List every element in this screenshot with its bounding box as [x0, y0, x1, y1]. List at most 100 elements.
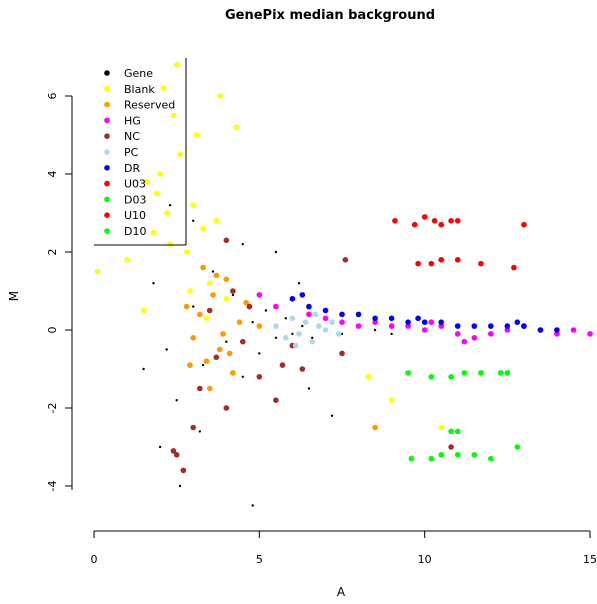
point-gene: [284, 317, 287, 320]
point-reserved: [187, 362, 193, 368]
point-pc: [292, 342, 299, 349]
legend-label-d03: D03: [124, 193, 146, 206]
point-d03: [471, 452, 478, 458]
point-dr: [504, 323, 511, 329]
point-nc: [170, 448, 177, 454]
point-nc: [279, 362, 286, 368]
point-dr: [388, 315, 395, 322]
point-d03: [497, 370, 504, 376]
point-dr: [299, 292, 306, 298]
legend-label-gene: Gene: [124, 67, 153, 80]
point-pc: [289, 315, 296, 322]
point-blank: [154, 190, 160, 197]
point-blank: [200, 225, 206, 232]
point-d03: [454, 428, 461, 435]
point-dr: [405, 319, 411, 326]
point-blank: [213, 218, 220, 224]
point-blank: [223, 296, 230, 302]
point-reserved: [190, 335, 196, 341]
point-gene: [241, 375, 244, 378]
point-d03: [428, 374, 435, 380]
point-gene: [241, 243, 244, 246]
point-d03: [438, 452, 445, 458]
legend: Gene Blank Reserved HG NC PC DR U03 D03 U10 D10: [94, 58, 187, 246]
point-hg: [339, 319, 345, 326]
point-blank: [187, 288, 193, 294]
point-blank: [163, 210, 170, 216]
point-reserved: [206, 385, 213, 392]
point-dr: [415, 315, 421, 322]
point-blank: [144, 179, 150, 185]
legend-label-hg: HG: [124, 114, 141, 127]
point-blank: [190, 202, 196, 208]
point-dr: [421, 319, 428, 326]
point-blank: [170, 112, 177, 119]
point-dr: [355, 311, 362, 318]
point-gene: [264, 309, 268, 312]
point-nc: [299, 366, 306, 372]
point-reserved: [200, 264, 206, 271]
point-pc: [309, 338, 316, 345]
point-dr: [438, 319, 445, 326]
point-hg: [322, 315, 329, 322]
point-d03: [488, 455, 494, 462]
point-reserved: [216, 346, 223, 353]
point-pc: [322, 327, 329, 333]
point-reserved: [213, 272, 220, 279]
point-blank: [160, 85, 167, 91]
point-hg: [587, 331, 593, 337]
point-nc: [223, 237, 230, 244]
x-tick-label: 15: [583, 553, 597, 566]
legend-marker-nc: [104, 133, 110, 139]
point-reserved: [197, 311, 203, 318]
point-reserved: [256, 323, 263, 329]
point-hg: [273, 303, 279, 310]
legend-marker-gene: [104, 70, 110, 76]
point-nc: [197, 385, 203, 392]
point-nc: [206, 307, 213, 314]
x-tick-label: 10: [418, 553, 432, 566]
y-axis-label: M: [7, 291, 21, 301]
legend-marker-dr: [104, 165, 110, 171]
point-nc: [240, 338, 246, 345]
legend-marker-pc: [104, 149, 110, 155]
point-d03: [448, 374, 454, 380]
point-u03: [438, 257, 445, 263]
point-gene: [274, 336, 278, 339]
point-blank: [157, 171, 163, 177]
point-reserved: [236, 319, 243, 326]
point-hg: [504, 327, 511, 333]
point-u03: [448, 218, 454, 224]
point-dr: [514, 319, 521, 326]
x-tick-label: 5: [256, 553, 263, 566]
point-gene: [330, 414, 334, 417]
point-hg: [454, 331, 461, 337]
point-reserved: [372, 424, 378, 431]
point-blank: [183, 249, 190, 255]
point-gene: [297, 282, 301, 285]
point-gene: [142, 367, 145, 371]
point-d03: [461, 370, 468, 376]
point-d03: [454, 452, 461, 458]
point-reserved: [226, 350, 233, 357]
legend-marker-reserved: [104, 101, 110, 108]
point-hg: [438, 323, 445, 329]
point-hg: [461, 338, 468, 345]
legend-marker-blank: [104, 86, 110, 92]
point-hg: [488, 331, 494, 337]
x-tick-label: 0: [91, 553, 98, 566]
point-blank: [94, 268, 101, 275]
point-nc: [223, 405, 230, 411]
point-blank: [203, 315, 210, 322]
point-u03: [431, 218, 438, 224]
point-reserved: [210, 292, 216, 298]
point-d03: [514, 444, 521, 450]
point-blank: [167, 241, 173, 247]
point-gene: [165, 348, 168, 351]
point-gene: [258, 352, 261, 355]
point-d03: [504, 370, 511, 376]
point-blank: [388, 397, 395, 404]
point-gene: [201, 363, 205, 367]
chart-title: GenePix median background: [225, 8, 435, 23]
